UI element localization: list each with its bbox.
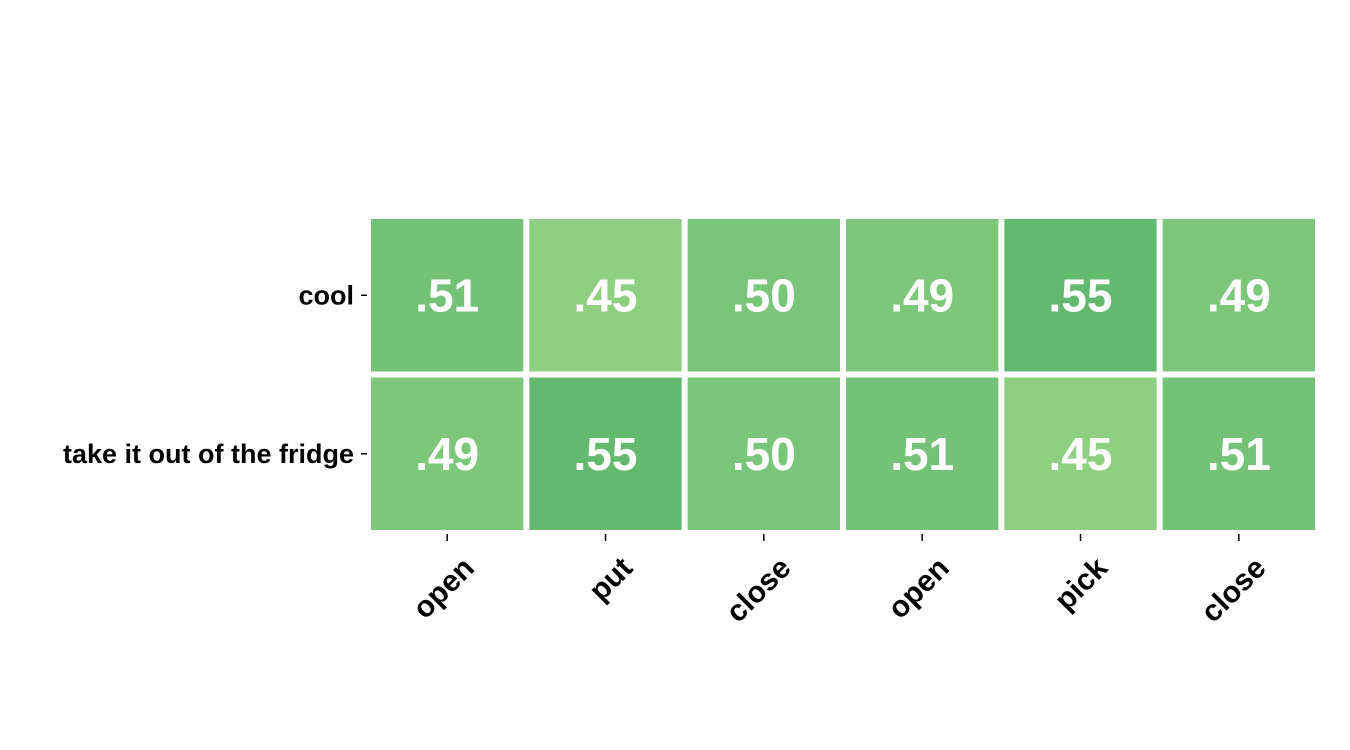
heatmap-cell-rect [1004,377,1157,530]
heatmap-cell: .55 [529,377,682,530]
heatmap-cell: .49 [1162,219,1315,372]
cell-value-label: .55 [574,428,638,480]
cell-value-label: .50 [732,269,796,321]
heatmap-cells: .51 .45 .50 .49 .55 .49 .49 .55 .50 .51 .45 .51 [371,219,1315,530]
column-label: close [1195,551,1273,629]
heatmap-cell: .51 [1162,377,1315,530]
heatmap-cell-rect [1004,219,1157,372]
heatmap-cell-rect [371,377,524,530]
heatmap-cell: .49 [846,219,999,372]
column-label: pick [1048,551,1114,617]
cell-value-label: .51 [890,428,954,480]
column-axis: open put close open pick close [407,534,1273,629]
row-label: cool [298,280,354,310]
column-label: put [583,551,639,607]
cell-value-label: .45 [574,269,638,321]
cell-value-label: .55 [1049,269,1113,321]
cell-value-label: .49 [890,269,954,321]
column-label: close [720,551,798,629]
cell-value-label: .51 [1207,428,1271,480]
heatmap-cell-rect [1162,377,1315,530]
heatmap-cell-rect [1162,219,1315,372]
heatmap-cell: .55 [1004,219,1157,372]
heatmap-cell-rect [687,219,840,372]
heatmap-cell: .49 [371,377,524,530]
column-label: open [407,551,481,625]
row-label: take it out of the fridge [63,439,354,469]
row-axis: cool take it out of the fridge [63,280,367,469]
heatmap-cell-rect [529,219,682,372]
column-label: open [882,551,956,625]
cell-value-label: .49 [1207,269,1271,321]
heatmap-cell-rect [687,377,840,530]
cell-value-label: .45 [1049,428,1113,480]
cell-value-label: .51 [415,269,479,321]
heatmap-cell: .51 [371,219,524,372]
heatmap-cell-rect [846,219,999,372]
heatmap-cell: .51 [846,377,999,530]
heatmap-cell-rect [371,219,524,372]
heatmap-cell: .45 [529,219,682,372]
heatmap-cell: .50 [687,219,840,372]
heatmap-cell: .50 [687,377,840,530]
heatmap-cell: .45 [1004,377,1157,530]
heatmap-cell-rect [529,377,682,530]
cell-value-label: .49 [415,428,479,480]
cell-value-label: .50 [732,428,796,480]
heatmap-cell-rect [846,377,999,530]
